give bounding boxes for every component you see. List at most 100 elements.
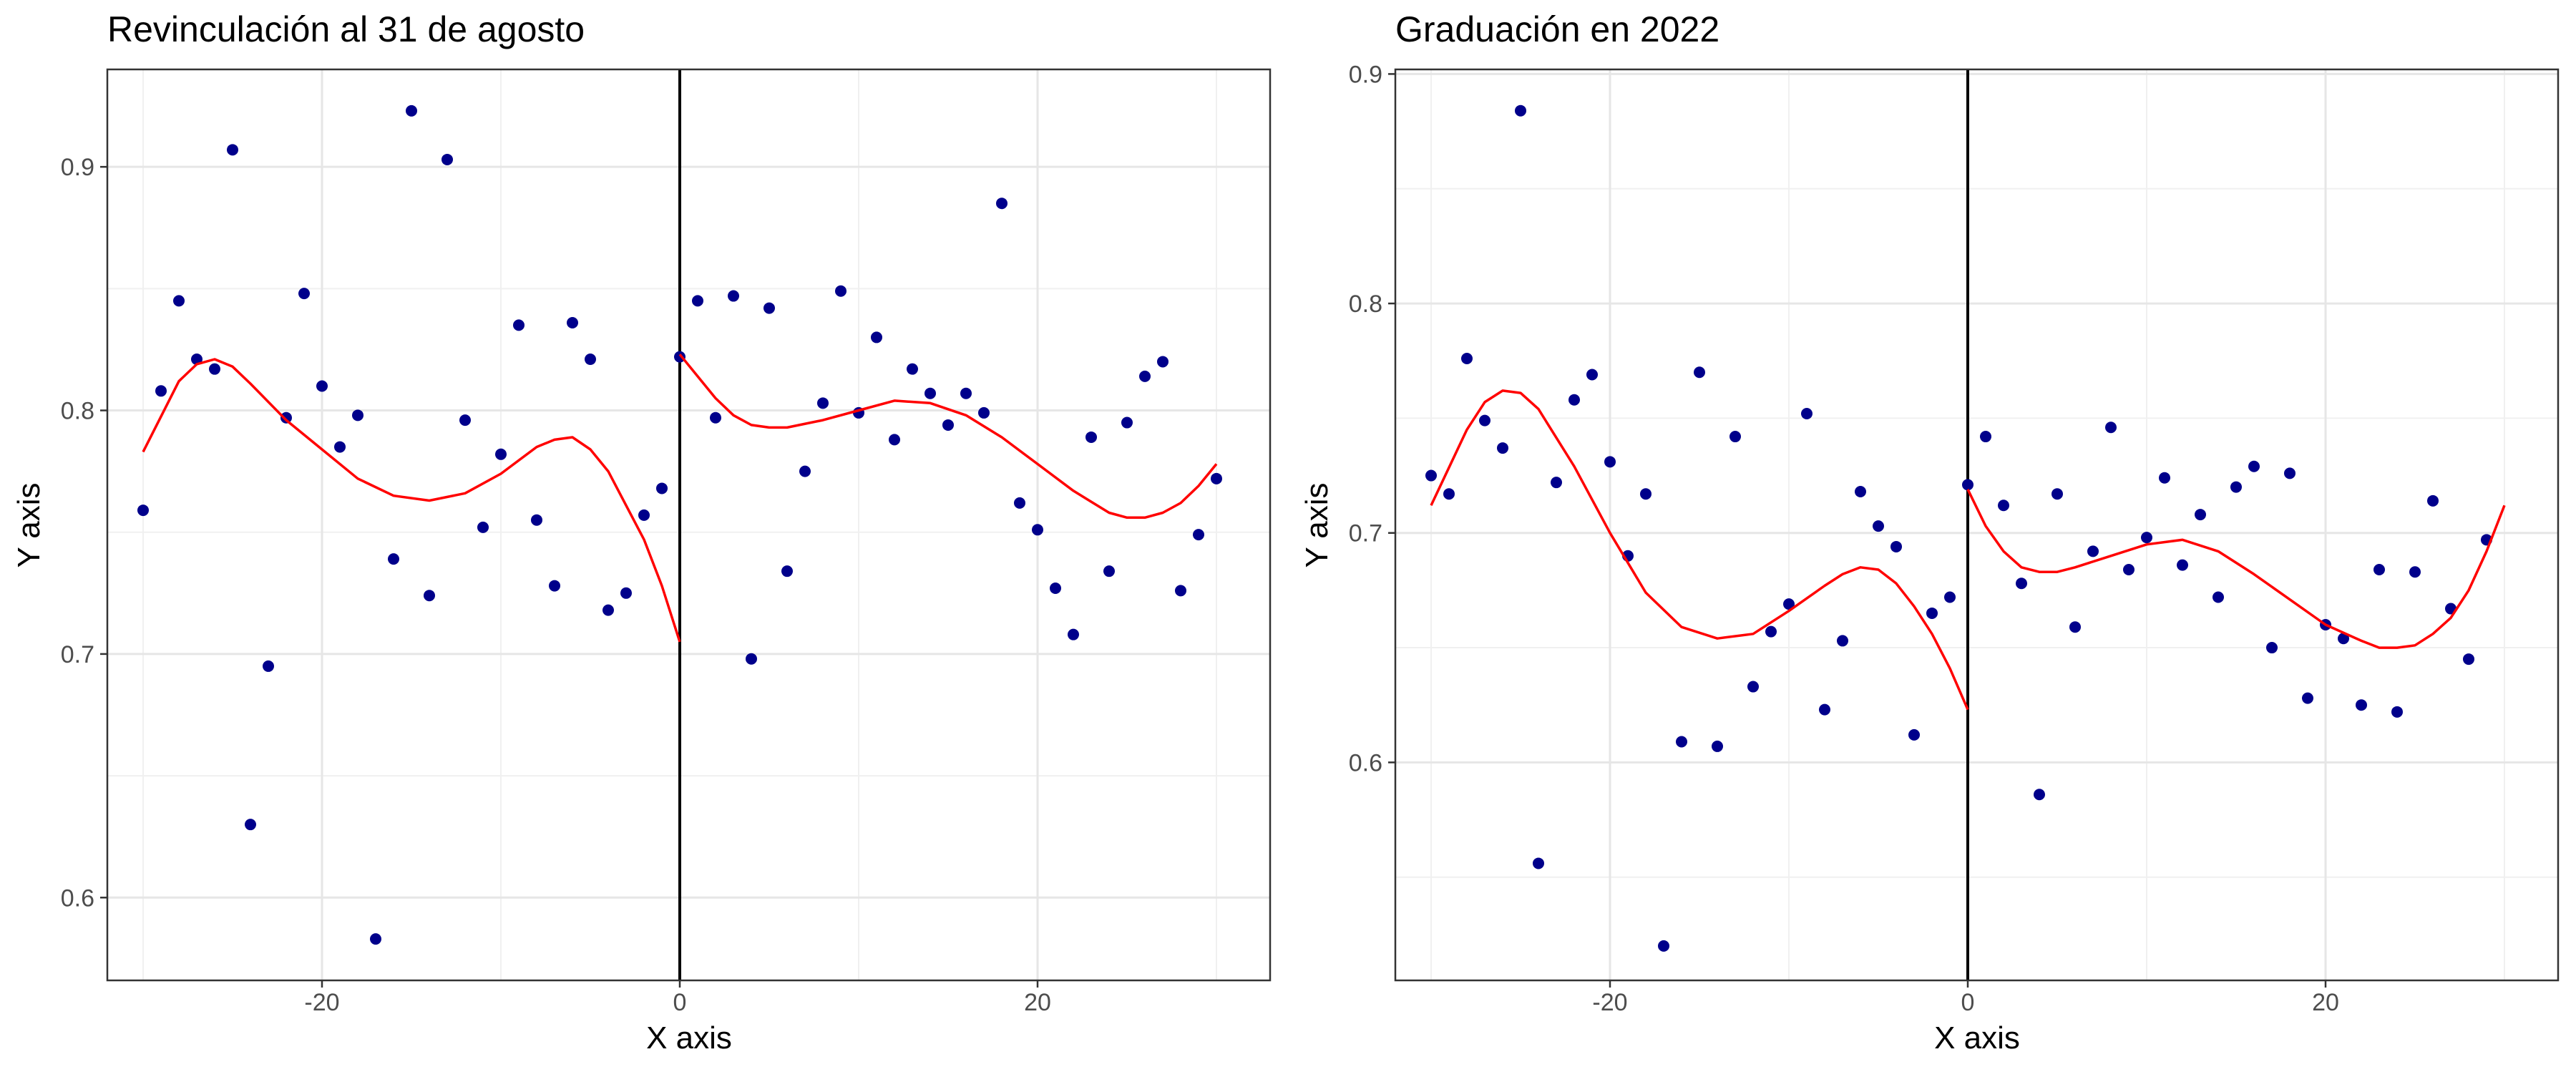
data-point	[960, 387, 972, 399]
data-point	[907, 363, 918, 375]
x-axis-label: X axis	[1934, 1020, 2020, 1056]
data-point	[2141, 532, 2152, 544]
x-axis-label: X axis	[646, 1020, 732, 1056]
data-point	[1890, 540, 1902, 552]
data-point	[2051, 488, 2063, 500]
data-point	[298, 288, 310, 300]
data-point	[1873, 520, 1884, 532]
data-point	[567, 316, 578, 328]
data-point	[2284, 467, 2296, 479]
plot-border	[106, 68, 1272, 982]
data-point	[1729, 431, 1741, 443]
data-point	[406, 104, 417, 117]
data-point	[602, 604, 614, 616]
data-point	[1908, 728, 1920, 741]
data-point	[1515, 104, 1526, 117]
y-axis-label: Y axis	[11, 482, 47, 567]
x-tick-label: 0	[673, 989, 687, 1016]
data-point	[1712, 740, 1723, 752]
fit-curve-left	[1430, 389, 1969, 711]
data-point	[2230, 481, 2242, 493]
y-tick-label: 0.6	[1349, 749, 1382, 776]
data-point	[388, 553, 399, 565]
data-point	[1944, 591, 1956, 603]
data-point	[1765, 625, 1777, 638]
data-point	[1443, 488, 1455, 500]
chart-title: Revinculación al 31 de agosto	[107, 9, 585, 49]
data-point	[1085, 431, 1097, 443]
data-point	[1658, 940, 1669, 952]
data-point	[1050, 582, 1061, 594]
plot-area	[1394, 68, 2560, 982]
data-point	[1586, 369, 1598, 381]
data-point	[996, 198, 1008, 210]
data-point	[495, 448, 507, 460]
data-point	[441, 153, 453, 165]
data-point	[2427, 494, 2439, 507]
data-point	[263, 660, 274, 672]
data-point	[2356, 699, 2367, 711]
x-tick-label: 0	[1961, 989, 1975, 1016]
data-point	[2212, 591, 2224, 603]
data-point	[209, 363, 220, 375]
panel-revinculacion: Revinculación al 31 de agosto X axis Y a…	[11, 9, 1272, 1056]
data-point	[1640, 488, 1652, 500]
fit-curve-left	[142, 358, 681, 643]
data-point	[1568, 394, 1580, 406]
data-point	[352, 409, 364, 421]
data-point	[692, 295, 703, 307]
data-point	[1157, 356, 1169, 368]
data-point	[2302, 692, 2313, 704]
data-point	[781, 565, 793, 578]
data-point	[155, 385, 167, 397]
data-point	[1801, 407, 1813, 419]
data-point	[2123, 564, 2135, 576]
data-point	[1533, 857, 1544, 869]
data-point	[1980, 431, 1991, 443]
data-point	[1747, 681, 1759, 693]
data-point	[2463, 653, 2474, 666]
data-point	[1014, 497, 1025, 509]
data-point	[835, 285, 847, 297]
data-point	[585, 354, 596, 366]
x-tick-label: -20	[1592, 989, 1627, 1016]
data-point	[1694, 366, 1705, 379]
data-point	[1998, 499, 2009, 512]
data-point	[2105, 421, 2117, 434]
y-tick-label: 0.8	[1349, 291, 1382, 318]
fit-curve-right	[678, 354, 1218, 520]
data-point	[1604, 456, 1616, 468]
y-tick-label: 0.7	[1349, 520, 1382, 547]
data-point	[477, 521, 489, 533]
data-point	[746, 653, 757, 665]
data-point	[1121, 416, 1133, 429]
data-point	[1551, 477, 1562, 489]
data-point	[2087, 545, 2099, 557]
y-tick-label: 0.6	[61, 884, 94, 912]
fit-curve-right	[1966, 489, 2506, 649]
data-point	[424, 590, 435, 602]
x-tick-label: 20	[1024, 989, 1051, 1016]
data-point	[620, 587, 632, 599]
data-point	[728, 290, 739, 302]
data-point	[1103, 565, 1115, 578]
plot-background	[1395, 69, 2558, 980]
data-point	[1032, 524, 1043, 536]
data-point	[2266, 642, 2278, 654]
data-point	[817, 397, 829, 409]
data-point	[1497, 442, 1508, 454]
data-point	[1461, 353, 1473, 365]
data-point	[2373, 564, 2385, 576]
data-point	[2338, 633, 2349, 645]
panel-graduacion: Graduación en 2022 X axis Y axis -20 0 20 0…	[1299, 9, 2560, 1056]
data-point	[2391, 706, 2403, 718]
data-point	[1193, 529, 1204, 541]
x-tick-label: 20	[2312, 989, 2339, 1016]
data-point	[316, 380, 328, 392]
plot-border	[1394, 68, 2560, 982]
data-point	[227, 144, 238, 156]
y-axis-label: Y axis	[1299, 482, 1335, 567]
data-point	[799, 465, 811, 477]
data-point	[1855, 486, 1866, 498]
data-point	[2159, 472, 2170, 484]
